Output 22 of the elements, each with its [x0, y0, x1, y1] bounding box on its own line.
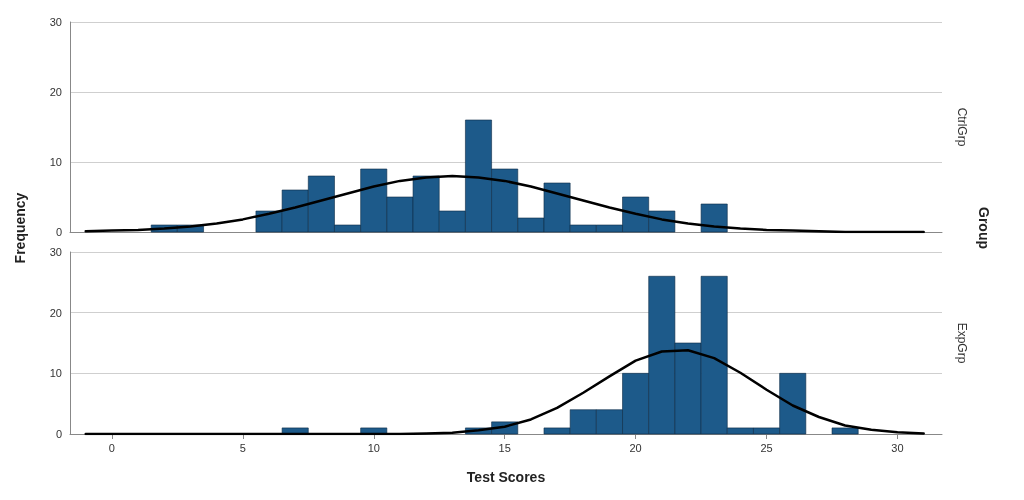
y2-axis-title: ExpGrp	[955, 322, 969, 364]
x-axis-title: Test Scores	[466, 469, 546, 485]
x-tick-label: 20	[629, 441, 642, 454]
text: Group	[976, 207, 992, 249]
y-tick-label: 0	[55, 428, 62, 440]
x-tick-label: 0	[108, 441, 115, 454]
y-tick-label: 30	[49, 16, 62, 28]
y-tick-label: 20	[49, 306, 62, 319]
line-series	[84, 349, 925, 436]
x-tick-label: 25	[760, 441, 773, 454]
y-tick-label: 30	[49, 246, 62, 258]
y-tick-label: 0	[55, 226, 62, 238]
y-axis-title: Frequency	[12, 192, 28, 264]
y2-axis-title: CtrlGrp	[955, 107, 969, 147]
x-tick-label: 30	[891, 441, 904, 454]
line-series	[84, 174, 925, 234]
y-tick-label: 20	[49, 86, 62, 98]
x-tick-label: 15	[498, 441, 511, 454]
y-tick-label: 10	[49, 367, 62, 380]
x-tick-label: 10	[367, 441, 380, 454]
y-tick-label: 10	[49, 156, 62, 168]
x-tick-label: 5	[239, 441, 246, 454]
